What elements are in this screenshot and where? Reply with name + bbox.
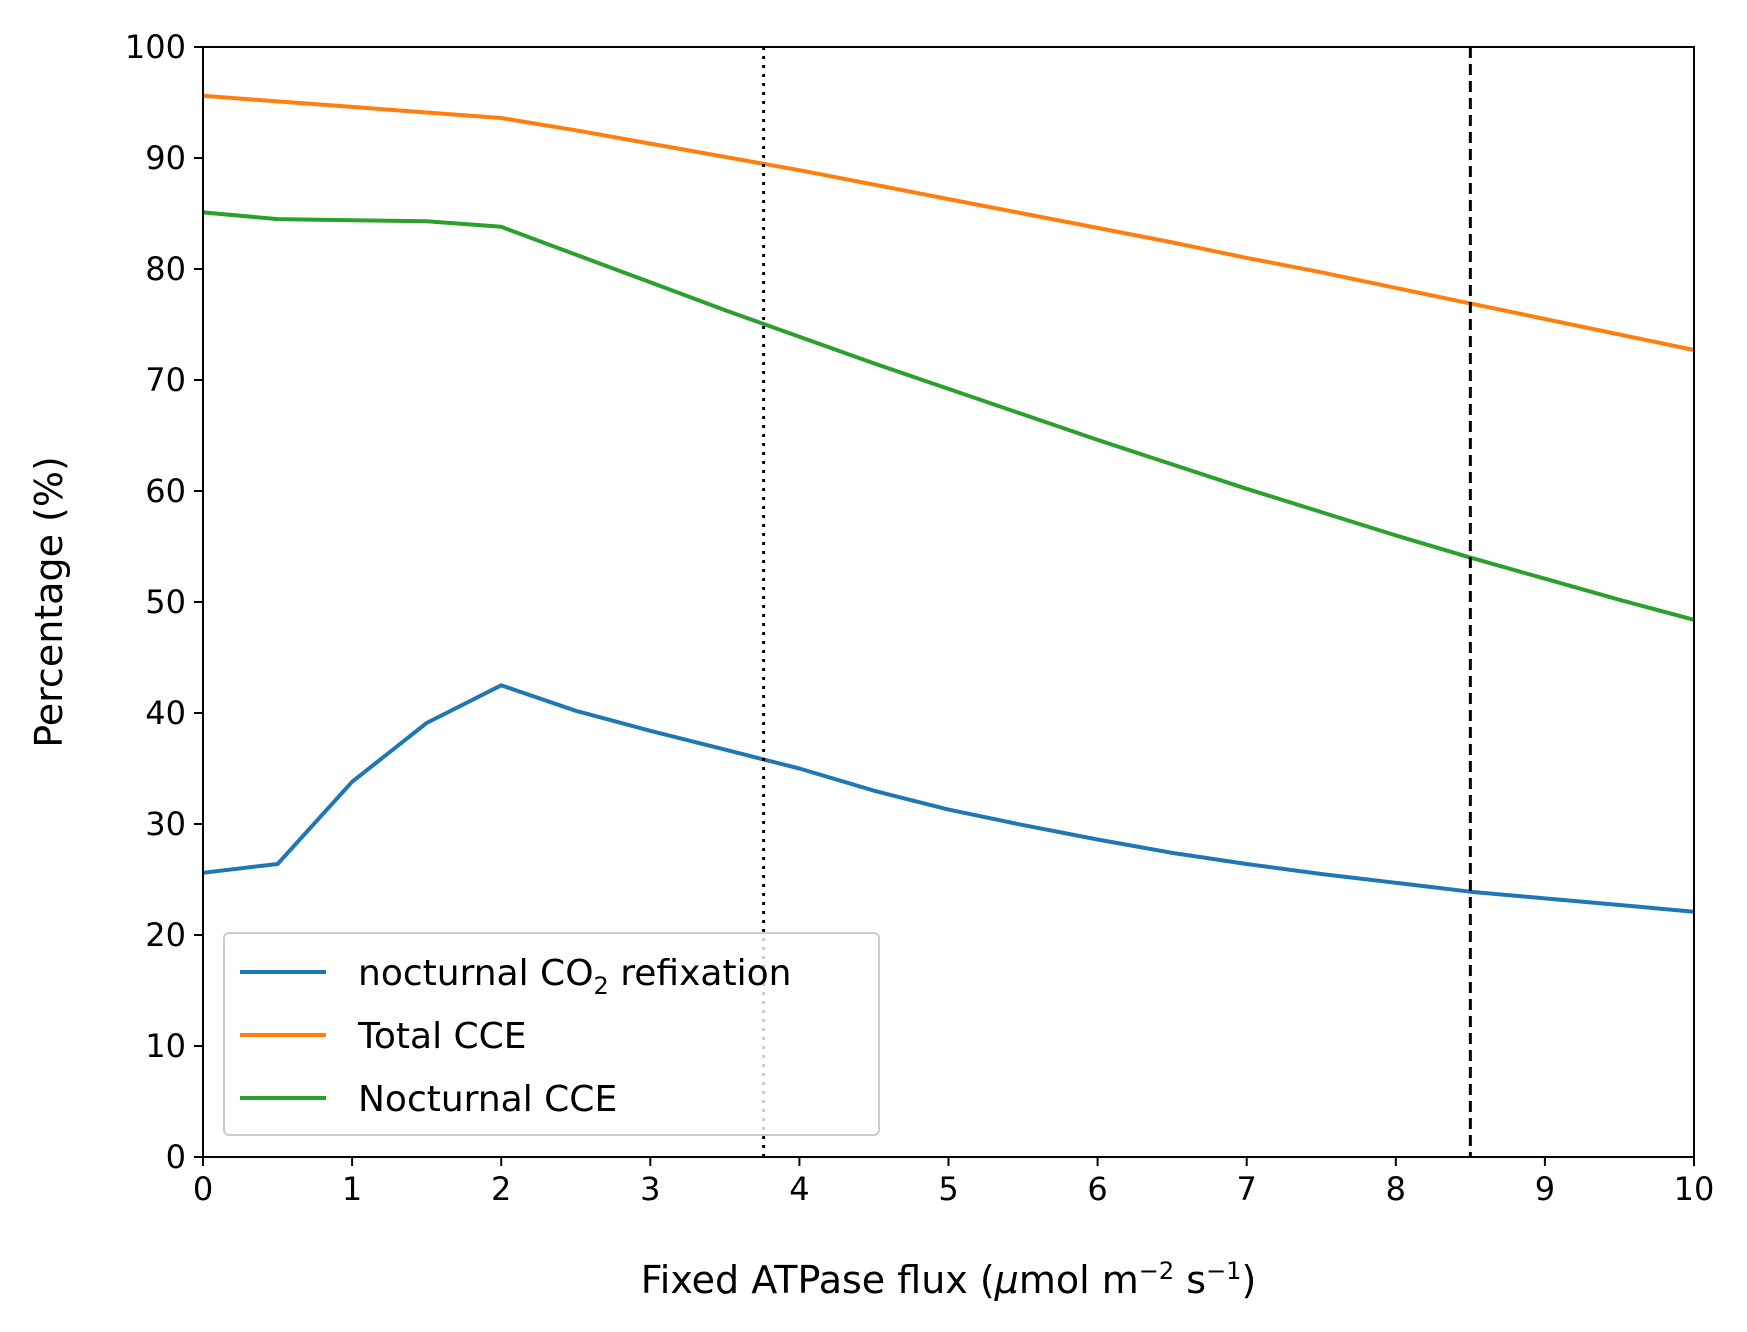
y-tick-label: 20 <box>145 916 186 954</box>
chart-marks <box>202 93 1695 914</box>
y-tick-label: 80 <box>145 250 186 288</box>
y-tick-label: 50 <box>145 583 186 621</box>
x-tick-label: 7 <box>1237 1170 1257 1208</box>
x-tick-label: 0 <box>193 1170 213 1208</box>
y-tick-label: 10 <box>145 1027 186 1065</box>
series-line-1 <box>202 93 1695 352</box>
y-axis-label: Percentage (%) <box>27 456 71 748</box>
x-tick-label: 5 <box>938 1170 958 1208</box>
series-line-0 <box>202 683 1695 914</box>
x-tick-label: 6 <box>1087 1170 1107 1208</box>
x-tick-label: 8 <box>1386 1170 1406 1208</box>
y-tick-label: 100 <box>125 28 186 66</box>
x-tick-label: 1 <box>342 1170 362 1208</box>
y-axis-ticks: 0 10 20 30 40 50 60 70 80 90 100 <box>125 28 203 1176</box>
legend-box <box>223 932 880 1136</box>
y-tick-label: 90 <box>145 139 186 177</box>
legend-label-total-cce: Total CCE <box>357 1016 527 1057</box>
x-axis-ticks: 0 1 2 3 4 5 6 7 8 9 10 <box>193 1157 1715 1208</box>
x-tick-label: 3 <box>640 1170 660 1208</box>
y-tick-label: 60 <box>145 472 186 510</box>
reference-lines <box>762 47 1472 1157</box>
y-tick-label: 70 <box>145 361 186 399</box>
legend-label-nocturnal-cce: Nocturnal CCE <box>358 1079 617 1120</box>
x-tick-label: 9 <box>1535 1170 1555 1208</box>
y-tick-label: 30 <box>145 805 186 843</box>
legend-label-refixation: nocturnal CO2 refixation <box>358 953 791 1000</box>
x-axis-label: Fixed ATPase flux (μmol m−2 s−1) <box>641 1257 1257 1302</box>
series-line-2 <box>202 210 1695 622</box>
legend: nocturnal CO2 refixation Total CCE Noctu… <box>223 932 880 1136</box>
x-tick-label: 10 <box>1674 1170 1715 1208</box>
x-tick-label: 4 <box>789 1170 809 1208</box>
x-tick-label: 2 <box>491 1170 511 1208</box>
y-tick-label: 40 <box>145 694 186 732</box>
y-tick-label: 0 <box>166 1138 186 1176</box>
